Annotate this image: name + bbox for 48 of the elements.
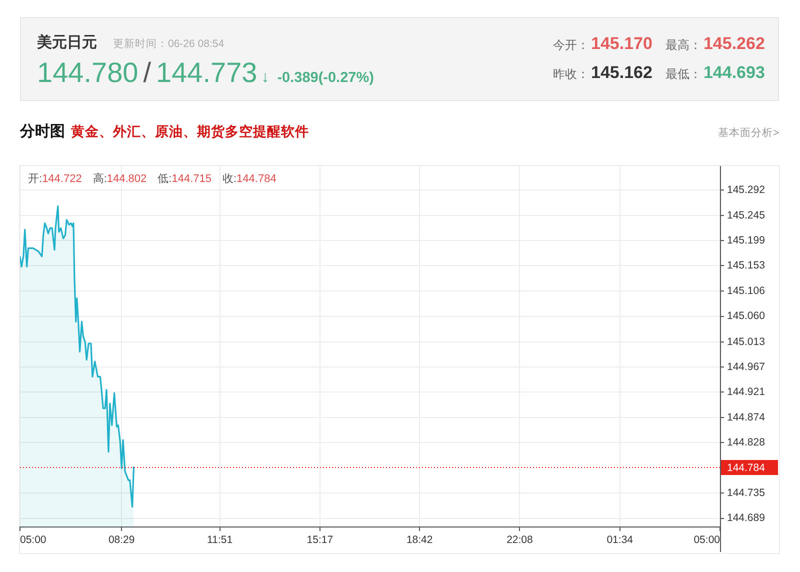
- text: ↓: [261, 69, 270, 88]
- text: 最高：: [665, 38, 702, 53]
- y-tick-label: 145.245: [727, 209, 766, 222]
- annotation: 144.722: [42, 173, 82, 186]
- y-tick-label: 145.153: [727, 260, 766, 272]
- chart-title: 美元日元: [37, 34, 97, 52]
- text: 144.773: [156, 57, 258, 90]
- text: 今开：: [553, 38, 589, 53]
- text: 144.780: [37, 57, 138, 90]
- annotation: 144.715: [172, 173, 212, 186]
- annotation: 收:: [222, 173, 237, 186]
- x-tick-label: 22:08: [506, 534, 534, 546]
- annotation: 高:: [92, 173, 107, 186]
- y-tick-label: 144.874: [727, 411, 766, 424]
- annotation: 144.802: [106, 173, 147, 186]
- text: 145.170: [591, 34, 652, 54]
- y-tick-label: 144.689: [727, 512, 766, 524]
- x-tick-label: 05:00: [20, 534, 46, 546]
- ref-line-label: 144.784: [727, 462, 766, 474]
- x-tick-label: 18:42: [406, 534, 433, 546]
- x-tick-label: 15:17: [306, 534, 334, 546]
- y-tick-label: 144.828: [727, 436, 766, 448]
- text: 145.162: [591, 63, 652, 83]
- y-tick-label: 145.199: [727, 234, 766, 246]
- text: /: [143, 57, 151, 90]
- text: 最低：: [665, 67, 702, 82]
- y-tick-label: 144.921: [727, 386, 766, 398]
- text: 145.262: [703, 34, 765, 54]
- x-tick-label: 05:00: [694, 534, 720, 546]
- y-tick-label: 145.292: [727, 184, 766, 196]
- x-tick-label: 08:29: [108, 534, 135, 546]
- annotation: 低:: [158, 173, 172, 186]
- text: 144.693: [703, 63, 765, 83]
- chart-subtitle: 分时图: [20, 123, 65, 140]
- y-tick-label: 144.967: [727, 360, 766, 373]
- text: 黄金、外汇、原油、期货多空提醒软件: [71, 124, 309, 140]
- text: 更新时间：06-26 08:54: [113, 38, 224, 50]
- annotation: 144.784: [236, 173, 276, 186]
- text: 昨收：: [553, 67, 589, 82]
- y-tick-label: 144.735: [727, 487, 766, 500]
- x-tick-label: 01:34: [606, 534, 634, 546]
- text: -0.389(-0.27%): [277, 70, 374, 87]
- text: 基本面分析>: [718, 127, 780, 140]
- y-tick-label: 145.060: [727, 310, 766, 322]
- annotation: 开:: [28, 173, 42, 186]
- y-tick-label: 145.013: [727, 336, 766, 348]
- y-tick-label: 145.106: [727, 285, 766, 298]
- x-tick-label: 11:51: [207, 534, 233, 546]
